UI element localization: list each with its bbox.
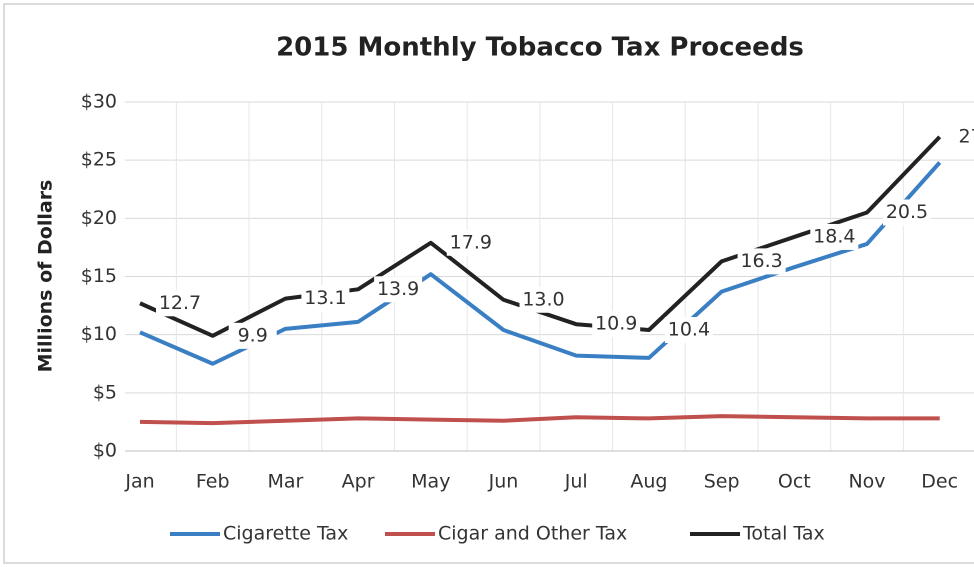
data-label: 13.0 [522,288,564,310]
y-tick-label: $30 [81,91,117,113]
data-label-bg [374,276,423,303]
x-tick-label: Oct [778,471,811,493]
series-line [139,414,940,426]
y-tick-label: $5 [93,381,117,403]
data-label-bg [446,229,495,256]
x-tick-label: Jan [124,471,154,493]
data-label-bg [301,285,350,312]
data-label-bg [955,123,974,150]
legend-label: Cigarette Tax [223,523,348,545]
x-tick-label: Sep [704,471,740,493]
data-label-bg [156,290,204,317]
data-label-bg [228,322,277,349]
data-label: 13.9 [377,278,419,300]
data-label: 12.7 [159,292,201,314]
data-label-bg [664,317,713,344]
y-tick-label: $20 [81,207,117,229]
data-label: 13.1 [304,287,346,309]
data-label-bg [737,248,786,275]
y-tick-label: $15 [81,265,117,287]
data-label: 10.4 [668,319,710,341]
x-tick-label: Dec [921,471,958,493]
legend-label: Total Tax [742,523,825,545]
data-label: 10.9 [595,313,637,335]
data-label-bg [519,286,568,313]
legend-label: Cigar and Other Tax [438,523,627,545]
x-tick-label: Aug [630,471,667,493]
y-tick-label: $25 [81,149,117,171]
data-label: 27.0 [959,125,974,147]
chart-frame [3,3,974,564]
x-tick-label: Jul [564,471,588,493]
y-axis-title: Millions of Dollars [35,180,57,373]
x-tick-label: Feb [196,471,230,493]
x-tick-label: Apr [342,471,375,493]
data-label: 9.9 [238,324,268,346]
x-tick-label: May [411,471,450,493]
data-label: 20.5 [886,201,928,223]
x-tick-label: Nov [848,471,885,493]
data-label-bg [810,223,859,250]
x-tick-label: Mar [267,471,303,493]
y-tick-label: $0 [93,440,117,462]
y-tick-label: $10 [81,323,117,345]
x-tick-label: Jun [488,471,519,493]
data-label-bg [592,311,641,338]
data-label: 18.4 [813,225,855,247]
chart-title: 2015 Monthly Tobacco Tax Proceeds [276,33,804,63]
data-label: 16.3 [740,250,782,272]
data-label: 17.9 [450,231,492,253]
data-label-bg [883,199,931,226]
